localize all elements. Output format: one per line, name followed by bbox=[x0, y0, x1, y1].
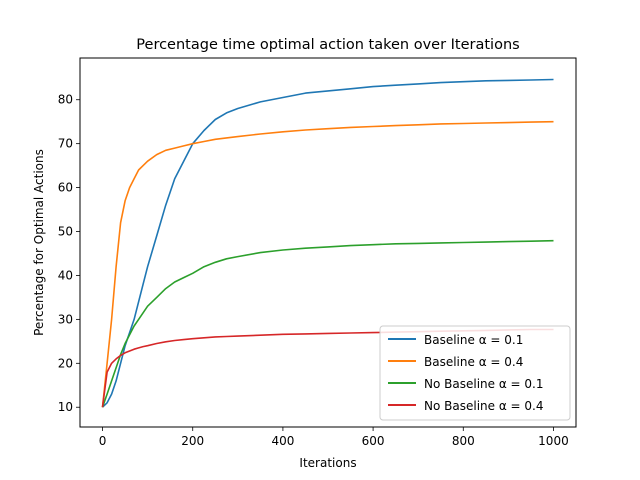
y-tick-label: 40 bbox=[58, 268, 73, 282]
series-line-2 bbox=[101, 120, 554, 408]
y-tick-label: 30 bbox=[58, 312, 73, 326]
y-tick-label: 20 bbox=[58, 356, 73, 370]
x-tick-label: 400 bbox=[271, 434, 294, 448]
x-tick-label: 200 bbox=[181, 434, 204, 448]
x-tick-label: 1000 bbox=[538, 434, 569, 448]
y-axis-label: Percentage for Optimal Actions bbox=[32, 149, 46, 336]
x-axis-ticks: 0 200 400 600 800 1000 bbox=[99, 427, 569, 448]
x-tick-label: 800 bbox=[452, 434, 475, 448]
y-tick-label: 10 bbox=[58, 400, 73, 414]
chart-title: Percentage time optimal action taken ove… bbox=[136, 37, 519, 53]
x-tick-label: 0 bbox=[99, 434, 107, 448]
x-tick-label: 600 bbox=[362, 434, 385, 448]
series-line-3 bbox=[101, 239, 554, 408]
x-axis-label: Iterations bbox=[299, 456, 356, 470]
y-axis-ticks: 10 20 30 40 50 60 70 80 bbox=[58, 93, 80, 414]
legend-label: Baseline α = 0.1 bbox=[424, 333, 523, 347]
y-tick-label: 70 bbox=[58, 137, 73, 151]
plot-frame bbox=[79, 57, 577, 428]
legend-label: Baseline α = 0.4 bbox=[424, 355, 523, 369]
legend-label: No Baseline α = 0.4 bbox=[424, 399, 544, 413]
legend: Baseline α = 0.1 Baseline α = 0.4 No Basel… bbox=[379, 325, 571, 421]
y-tick-label: 80 bbox=[58, 93, 73, 107]
y-tick-label: 60 bbox=[58, 181, 73, 195]
legend-label: No Baseline α = 0.1 bbox=[424, 377, 544, 391]
legend-frame bbox=[379, 325, 571, 421]
y-tick-label: 50 bbox=[58, 225, 73, 239]
